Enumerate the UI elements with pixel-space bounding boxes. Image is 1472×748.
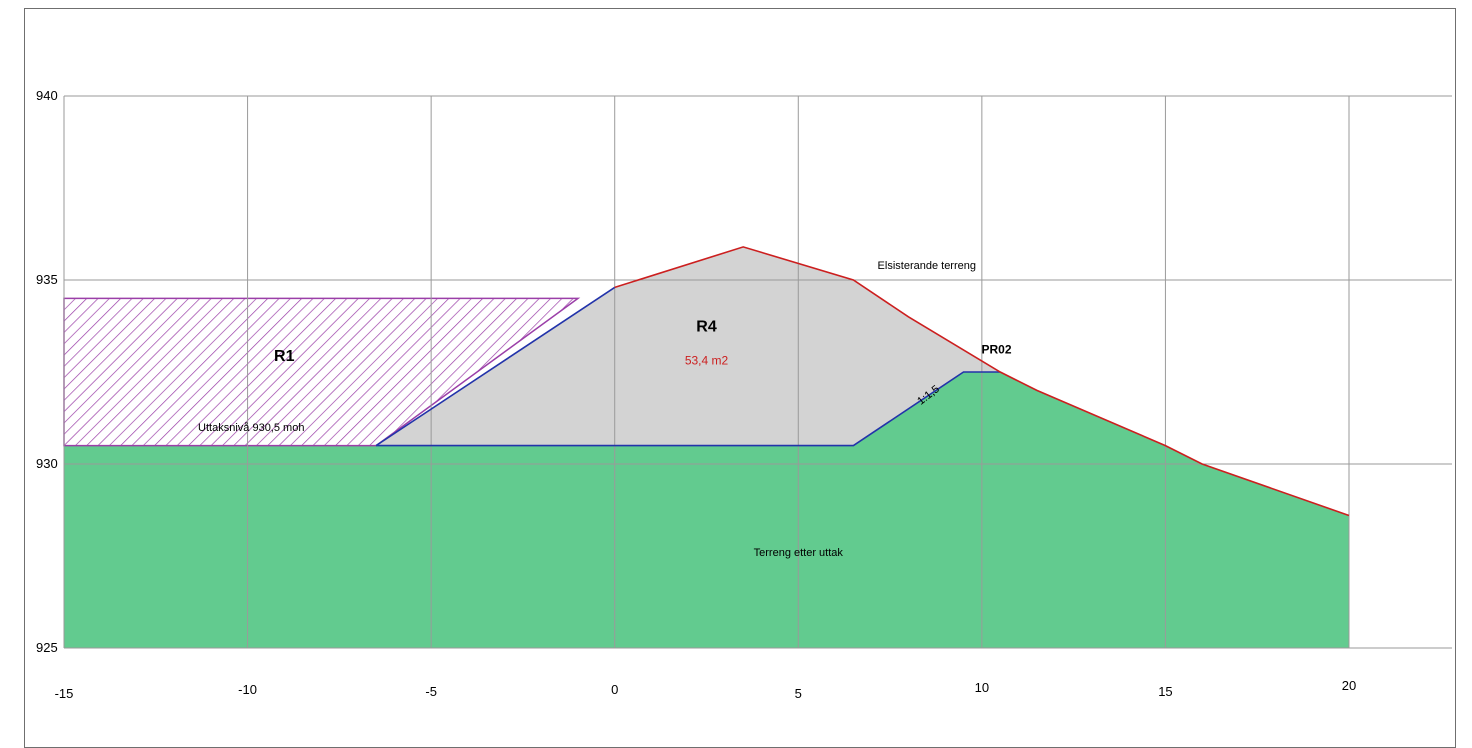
- existing-terrain-line: [614, 246, 1350, 517]
- y-tick-label: 925: [36, 640, 58, 655]
- annotation-0: Elsisterande terreng: [878, 260, 976, 272]
- area-label-r4: R4: [696, 319, 717, 336]
- terrain-after-area: [64, 372, 1349, 648]
- cut-slope-left: [375, 286, 616, 447]
- area-label-r1: R1: [274, 348, 295, 365]
- x-tick-label: 20: [1342, 678, 1356, 693]
- x-tick-label: -10: [238, 682, 257, 697]
- x-tick-label: -15: [55, 686, 74, 701]
- x-tick-label: 0: [611, 682, 618, 697]
- y-tick-label: 930: [36, 456, 58, 471]
- area-value-r4: 53,4 m2: [685, 354, 729, 368]
- annotation-1: PR02: [982, 343, 1012, 357]
- y-tick-label: 940: [36, 88, 58, 103]
- x-tick-label: -5: [425, 684, 437, 699]
- annotation-4: Terreng etter uttak: [754, 547, 844, 559]
- y-tick-label: 935: [36, 272, 58, 287]
- x-tick-label: 10: [975, 680, 989, 695]
- area-r4: [376, 246, 1001, 446]
- annotation-3: Uttaksnivå 930,5 moh: [198, 422, 304, 434]
- x-tick-label: 15: [1158, 684, 1172, 699]
- cut-profile-line: [376, 371, 1001, 447]
- x-tick-label: 5: [795, 686, 802, 701]
